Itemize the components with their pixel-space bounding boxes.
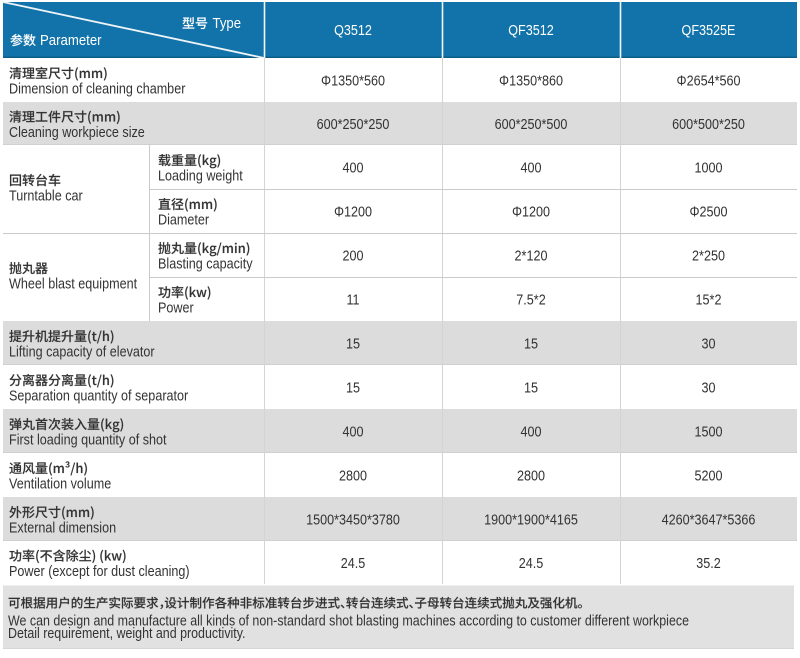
svg-text:Power (except for dust cleanin: Power (except for dust cleaning) xyxy=(9,562,190,579)
svg-text:7.5*2: 7.5*2 xyxy=(516,291,545,308)
svg-text:15: 15 xyxy=(524,335,538,352)
svg-text:24.5: 24.5 xyxy=(519,554,544,571)
svg-text:200: 200 xyxy=(342,247,363,264)
svg-text:2*120: 2*120 xyxy=(515,247,548,264)
svg-text:1900*1900*4165: 1900*1900*4165 xyxy=(484,511,578,528)
svg-text:1500*3450*3780: 1500*3450*3780 xyxy=(306,511,400,528)
svg-text:Φ2500: Φ2500 xyxy=(689,203,727,220)
svg-text:30: 30 xyxy=(701,379,715,396)
svg-text:30: 30 xyxy=(701,335,715,352)
svg-text:2800: 2800 xyxy=(517,467,545,484)
svg-text:35.2: 35.2 xyxy=(696,554,721,571)
svg-text:Φ1350*860: Φ1350*860 xyxy=(499,72,563,89)
svg-text:400: 400 xyxy=(342,159,363,176)
svg-text:15: 15 xyxy=(346,379,360,396)
svg-text:Loading weight: Loading weight xyxy=(158,166,243,183)
svg-text:2*250: 2*250 xyxy=(692,247,725,264)
svg-text:Power: Power xyxy=(158,298,194,315)
svg-text:Φ1200: Φ1200 xyxy=(334,203,372,220)
svg-text:600*250*500: 600*250*500 xyxy=(495,115,568,132)
svg-text:15*2: 15*2 xyxy=(696,291,722,308)
svg-text:We can design and manufacture: We can design and manufacture all kinds … xyxy=(8,612,689,628)
svg-text:400: 400 xyxy=(520,423,541,440)
svg-text:600*500*250: 600*500*250 xyxy=(672,115,745,132)
svg-text:Separation quantity of separat: Separation quantity of separator xyxy=(9,386,189,403)
svg-text:400: 400 xyxy=(342,423,363,440)
svg-text:Blasting capacity: Blasting capacity xyxy=(158,254,253,271)
svg-text:QF3525E: QF3525E xyxy=(682,21,736,38)
svg-text:Turntable car: Turntable car xyxy=(9,186,83,203)
svg-text:External dimension: External dimension xyxy=(9,518,116,535)
svg-text:400: 400 xyxy=(520,159,541,176)
svg-text:QF3512: QF3512 xyxy=(508,21,554,38)
svg-text:2800: 2800 xyxy=(339,467,367,484)
svg-text:15: 15 xyxy=(346,335,360,352)
svg-text:Cleaning workpiece size: Cleaning workpiece size xyxy=(9,123,145,140)
svg-text:15: 15 xyxy=(524,379,538,396)
svg-text:First loading quantity of shot: First loading quantity of shot xyxy=(9,430,167,447)
svg-text:4260*3647*5366: 4260*3647*5366 xyxy=(662,511,756,528)
svg-text:Φ2654*560: Φ2654*560 xyxy=(677,72,741,89)
svg-text:Type: Type xyxy=(213,14,242,31)
svg-text:11: 11 xyxy=(346,291,359,308)
svg-text:Detail requirement, weight and: Detail requirement, weight and productiv… xyxy=(8,625,246,641)
svg-text:Q3512: Q3512 xyxy=(334,21,372,38)
svg-text:1500: 1500 xyxy=(694,423,722,440)
svg-text:Wheel blast equipment: Wheel blast equipment xyxy=(9,274,137,291)
svg-text:1000: 1000 xyxy=(694,159,722,176)
svg-text:Ventilation volume: Ventilation volume xyxy=(9,474,111,491)
svg-text:Diameter: Diameter xyxy=(158,210,209,227)
svg-text:Φ1200: Φ1200 xyxy=(512,203,550,220)
svg-text:Lifting capacity of elevator: Lifting capacity of elevator xyxy=(9,342,155,359)
svg-text:Φ1350*560: Φ1350*560 xyxy=(321,72,385,89)
svg-text:600*250*250: 600*250*250 xyxy=(317,115,390,132)
svg-text:Dimension of cleaning chamber: Dimension of cleaning chamber xyxy=(9,79,186,96)
svg-text:Parameter: Parameter xyxy=(40,31,102,48)
svg-text:5200: 5200 xyxy=(694,467,722,484)
svg-text:24.5: 24.5 xyxy=(341,554,366,571)
